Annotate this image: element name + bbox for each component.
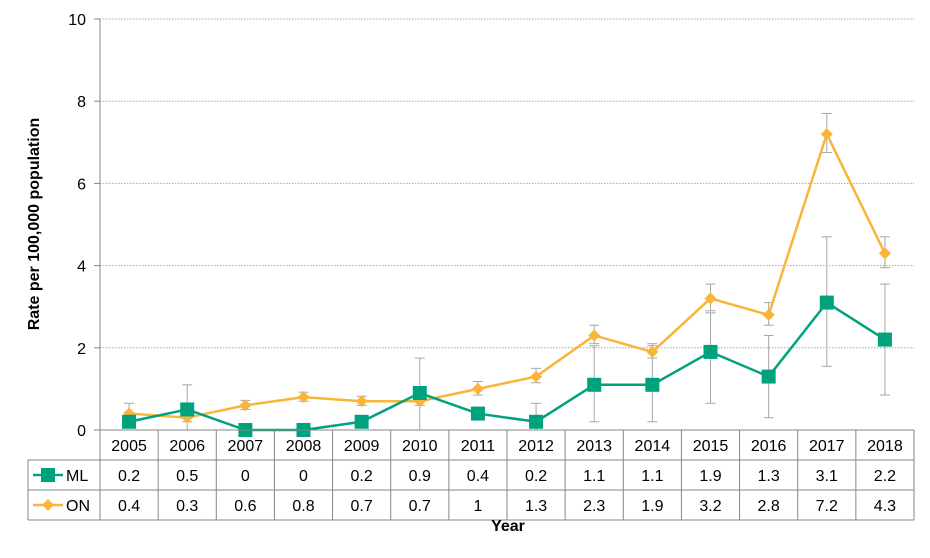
x-tick-label: 2013 (576, 438, 612, 455)
data-point-on (530, 370, 543, 383)
table-cell: 3.1 (816, 468, 838, 485)
y-tick-label: 2 (77, 341, 86, 358)
data-table: 2005 2006 2007 2008 2009 2010 2011 2012 2013 2014… (27, 429, 915, 521)
x-tick-label: 2015 (693, 438, 729, 455)
data-point-on (355, 395, 368, 408)
table-cell: 0.4 (467, 468, 489, 485)
table-cell: 1 (473, 498, 482, 515)
data-point-ml (354, 414, 369, 429)
data-point-ml (122, 414, 137, 429)
axes (94, 18, 101, 431)
data-point-ml (645, 377, 660, 392)
table-cell: 1.3 (525, 498, 547, 515)
x-tick-label: 2008 (286, 438, 322, 455)
y-tick-label: 10 (68, 12, 86, 29)
table-cell: 0.2 (351, 468, 373, 485)
data-point-ml (587, 377, 602, 392)
table-cell: 0.2 (525, 468, 547, 485)
table-cell: 0 (241, 468, 250, 485)
series-line-on (128, 132, 887, 419)
y-tick-label: 8 (77, 94, 86, 111)
legend-label-ml: ML (66, 468, 88, 485)
table-cell: 0.4 (118, 498, 140, 515)
legend-label-on: ON (66, 498, 90, 515)
table-cell: 0.3 (176, 498, 198, 515)
table-cell: 1.1 (641, 468, 663, 485)
x-tick-label: 2017 (809, 438, 845, 455)
y-axis-title: Rate per 100,000 population (26, 118, 43, 331)
table-cell: 0.8 (292, 498, 314, 515)
table-cell: 2.2 (874, 468, 896, 485)
series-line-ml (128, 301, 886, 432)
table-cell: 1.1 (583, 468, 605, 485)
gridlines (100, 18, 914, 349)
legend-key-marker (41, 468, 55, 482)
data-point-on (878, 247, 891, 260)
data-point-ml (703, 344, 718, 359)
series-lines (128, 132, 887, 432)
table-cell: 1.3 (758, 468, 780, 485)
y-tick-label: 4 (77, 259, 86, 276)
table-cell: 0.2 (118, 468, 140, 485)
table-cell: 0.7 (351, 498, 373, 515)
data-point-on (239, 399, 252, 412)
data-point-ml (819, 295, 834, 310)
table-cell: 0.9 (409, 468, 431, 485)
data-point-ml (180, 402, 195, 417)
data-point-ml (412, 386, 427, 401)
data-point-ml (761, 369, 776, 384)
table-cell: 1.9 (699, 468, 721, 485)
x-tick-label: 2016 (751, 438, 787, 455)
table-cell: 0.5 (176, 468, 198, 485)
data-point-on (646, 345, 659, 358)
x-tick-label: 2005 (111, 438, 147, 455)
x-tick-label: 2009 (344, 438, 380, 455)
table-cell: 1.9 (641, 498, 663, 515)
table-cell: 2.3 (583, 498, 605, 515)
table-cell: 3.2 (699, 498, 721, 515)
y-tick-labels: 0 2 4 6 8 10 (68, 12, 86, 440)
table-cell: 7.2 (816, 498, 838, 515)
x-tick-label: 2007 (228, 438, 264, 455)
x-tick-label: 2014 (635, 438, 671, 455)
data-point-on (588, 329, 601, 342)
data-point-on (471, 382, 484, 395)
table-cell: 4.3 (874, 498, 896, 515)
table-cell: 0.7 (409, 498, 431, 515)
x-tick-label: 2011 (461, 438, 496, 455)
table-cell: 0.6 (234, 498, 256, 515)
x-axis-title: Year (491, 518, 525, 535)
data-point-ml (529, 414, 544, 429)
x-tick-label: 2006 (169, 438, 205, 455)
y-tick-label: 0 (77, 423, 86, 440)
data-point-on (762, 308, 775, 321)
data-point-ml (470, 406, 485, 421)
x-tick-label: 2010 (402, 438, 438, 455)
y-tick-label: 6 (77, 176, 86, 193)
x-tick-label: 2012 (518, 438, 554, 455)
data-point-on (297, 391, 310, 404)
table-cell: 2.8 (758, 498, 780, 515)
data-point-on (704, 292, 717, 305)
series-markers (122, 128, 892, 437)
data-point-ml (877, 332, 892, 347)
legend-key-marker (42, 499, 54, 511)
x-tick-label: 2018 (867, 438, 903, 455)
table-cell: 0 (299, 468, 308, 485)
data-point-on (820, 128, 833, 141)
